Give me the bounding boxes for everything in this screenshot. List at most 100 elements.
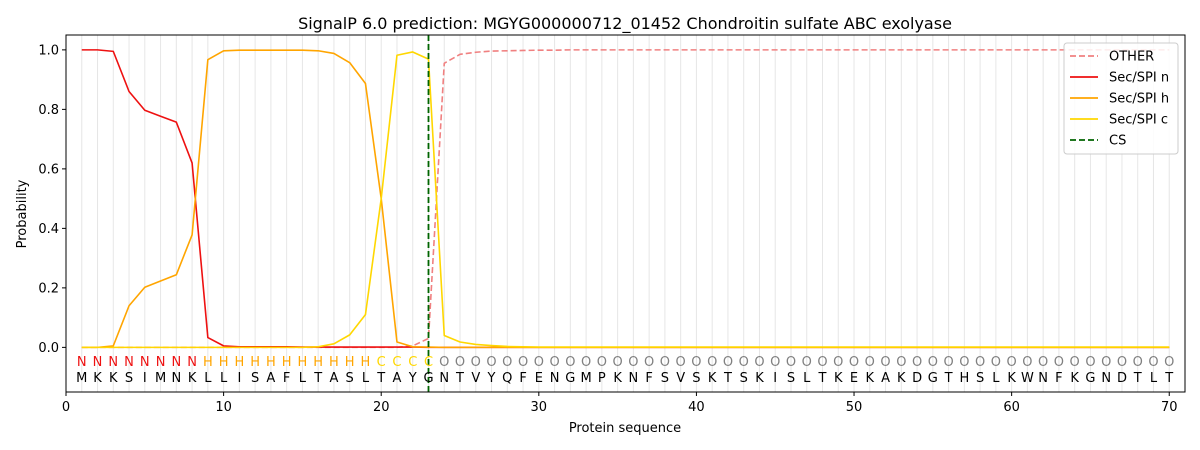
region-label: H (313, 355, 323, 370)
x-tick-label: 0 (62, 400, 70, 415)
x-tick-label: 20 (373, 400, 390, 415)
residue-label: K (1007, 371, 1016, 386)
residue-label: S (740, 371, 748, 386)
residue-label: Y (487, 371, 496, 386)
residue-label: L (299, 371, 307, 386)
region-label: O (833, 355, 843, 370)
region-label: H (266, 355, 276, 370)
x-tick-label: 30 (531, 400, 548, 415)
region-label: H (361, 355, 371, 370)
residue-label: L (803, 371, 811, 386)
residue-label: T (944, 371, 953, 386)
region-label: O (660, 355, 670, 370)
region-label: N (93, 355, 103, 370)
region-label: N (156, 355, 166, 370)
residue-label: N (629, 371, 639, 386)
region-label: N (124, 355, 134, 370)
region-label: O (723, 355, 733, 370)
residue-label: G (423, 371, 433, 386)
region-label: N (108, 355, 118, 370)
residue-label: D (1117, 371, 1127, 386)
residue-label: W (1021, 371, 1034, 386)
region-label: O (896, 355, 906, 370)
x-tick-label: 70 (1161, 400, 1178, 415)
residue-label: S (251, 371, 259, 386)
region-label: O (439, 355, 449, 370)
region-label: O (1022, 355, 1032, 370)
x-tick-label: 60 (1003, 400, 1020, 415)
series-line-other (81, 49, 1170, 349)
residue-label: Q (502, 371, 512, 386)
residue-label: S (661, 371, 669, 386)
legend-label: Sec/SPI h (1109, 92, 1169, 107)
residue-label: S (787, 371, 795, 386)
legend-box (1063, 42, 1179, 155)
region-label: O (865, 355, 875, 370)
residue-label: S (976, 371, 984, 386)
x-tick-label: 10 (215, 400, 232, 415)
residue-label: N (171, 371, 181, 386)
region-label: O (613, 355, 623, 370)
region-label: O (486, 355, 496, 370)
residue-label: L (204, 371, 212, 386)
y-tick-label: 0.4 (38, 222, 59, 237)
residue-label: T (1133, 371, 1142, 386)
region-label: O (912, 355, 922, 370)
residue-label: K (613, 371, 622, 386)
region-label: O (707, 355, 717, 370)
region-label: O (628, 355, 638, 370)
y-tick-label: 0.6 (38, 162, 59, 177)
residue-label: E (850, 371, 858, 386)
y-axis-label: Probability (15, 179, 30, 248)
residue-label: F (283, 371, 290, 386)
region-label: O (644, 355, 654, 370)
residue-label: T (723, 371, 732, 386)
residue-label: A (393, 371, 402, 386)
region-label: O (928, 355, 938, 370)
region-label: H (219, 355, 229, 370)
region-label: N (171, 355, 181, 370)
region-label: O (1148, 355, 1158, 370)
sequence-labels: NMNKNKNSNINMNNNKHLHLHIHSHAHFHLHTHAHSHLCT… (76, 355, 1174, 386)
y-tick-label: 0.8 (38, 103, 59, 118)
residue-label: K (93, 371, 102, 386)
residue-label: M (580, 371, 591, 386)
residue-label: V (676, 371, 685, 386)
residue-label: A (881, 371, 890, 386)
region-label: O (975, 355, 985, 370)
region-label: H (203, 355, 213, 370)
residue-label: S (692, 371, 700, 386)
x-axis-label: Protein sequence (569, 421, 681, 436)
region-label: O (817, 355, 827, 370)
region-label: O (754, 355, 764, 370)
residue-label: K (188, 371, 197, 386)
region-label: O (943, 355, 953, 370)
y-tick-label: 0.2 (38, 281, 59, 296)
residue-label: L (992, 371, 1000, 386)
region-label: O (518, 355, 528, 370)
region-label: O (534, 355, 544, 370)
region-label: H (298, 355, 308, 370)
region-label: O (1054, 355, 1064, 370)
region-label: N (140, 355, 150, 370)
residue-label: F (645, 371, 652, 386)
series-layer (81, 49, 1170, 349)
region-label: O (549, 355, 559, 370)
region-label: H (250, 355, 260, 370)
residue-label: T (313, 371, 322, 386)
region-label: O (959, 355, 969, 370)
region-label: O (739, 355, 749, 370)
residue-label: L (1150, 371, 1158, 386)
residue-label: K (897, 371, 906, 386)
residue-grid (81, 35, 1170, 392)
region-label: O (455, 355, 465, 370)
residue-label: H (959, 371, 969, 386)
residue-label: T (1164, 371, 1173, 386)
residue-label: F (519, 371, 526, 386)
residue-label: T (818, 371, 827, 386)
residue-label: M (155, 371, 166, 386)
residue-label: A (329, 371, 338, 386)
residue-label: K (708, 371, 717, 386)
residue-label: G (928, 371, 938, 386)
region-label: O (597, 355, 607, 370)
